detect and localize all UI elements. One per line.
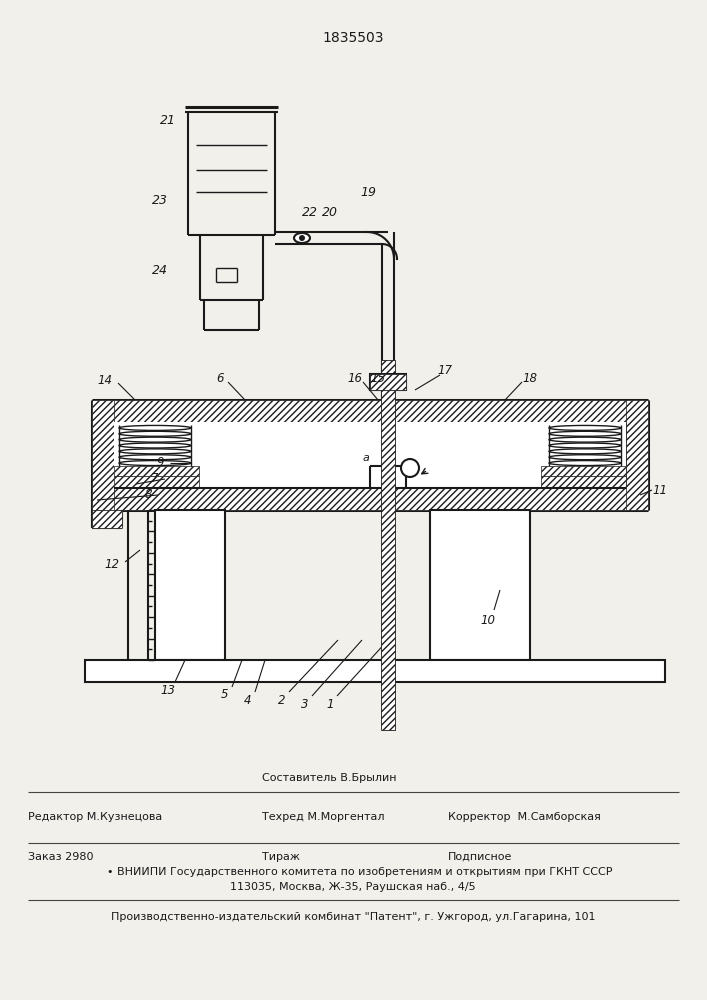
Text: Редактор М.Кузнецова: Редактор М.Кузнецова [28, 812, 162, 822]
Text: Заказ 2980: Заказ 2980 [28, 852, 93, 862]
Text: 18: 18 [522, 371, 537, 384]
Ellipse shape [294, 233, 310, 243]
Bar [626, 400, 648, 510]
Text: 7: 7 [151, 473, 159, 486]
Text: 9: 9 [156, 456, 164, 470]
Text: 13: 13 [160, 684, 175, 696]
Text: • ВНИИПИ Государственного комитета по изобретениям и открытиям при ГКНТ СССР: • ВНИИПИ Государственного комитета по из… [93, 867, 613, 877]
Text: 16: 16 [348, 371, 363, 384]
Bar [381, 360, 395, 730]
Text: Подписное: Подписное [448, 852, 513, 862]
Text: 19: 19 [360, 186, 376, 198]
Text: a: a [363, 453, 370, 463]
Bar [114, 422, 626, 488]
Text: Корректор  М.Самборская: Корректор М.Самборская [448, 812, 601, 822]
Circle shape [401, 459, 419, 477]
Circle shape [299, 235, 305, 241]
Text: 1835503: 1835503 [322, 31, 384, 45]
Bar [92, 400, 114, 510]
Text: 12: 12 [105, 558, 119, 572]
Text: 21: 21 [160, 113, 176, 126]
Text: 4: 4 [244, 694, 252, 706]
Text: 5: 5 [221, 688, 229, 702]
Text: 113035, Москва, Ж-35, Раушская наб., 4/5: 113035, Москва, Ж-35, Раушская наб., 4/5 [230, 882, 476, 892]
Text: 6: 6 [216, 371, 223, 384]
Text: 10: 10 [481, 613, 496, 626]
Bar [114, 476, 199, 488]
Text: Тираж: Тираж [262, 852, 300, 862]
Bar [370, 374, 406, 390]
Text: 22: 22 [302, 206, 318, 219]
Text: 23: 23 [152, 194, 168, 207]
Text: 1: 1 [326, 698, 334, 710]
Bar [370, 374, 406, 390]
Bar [92, 510, 122, 528]
Text: 8: 8 [144, 488, 152, 502]
Bar [541, 476, 626, 488]
Text: 14: 14 [98, 373, 112, 386]
Bar [92, 488, 648, 510]
Text: Составитель В.Брылин: Составитель В.Брылин [262, 773, 397, 783]
Bar [85, 660, 665, 682]
Text: 2: 2 [279, 694, 286, 706]
Text: 15: 15 [370, 371, 385, 384]
Bar [114, 466, 199, 476]
Text: 11: 11 [653, 484, 667, 496]
Bar [541, 466, 626, 476]
Bar [92, 400, 648, 422]
Text: Техред М.Моргентал: Техред М.Моргентал [262, 812, 385, 822]
Text: 24: 24 [152, 263, 168, 276]
Text: Производственно-издательский комбинат "Патент", г. Ужгород, ул.Гагарина, 101: Производственно-издательский комбинат "П… [111, 912, 595, 922]
Text: 20: 20 [322, 206, 338, 219]
Bar [155, 510, 225, 660]
Text: 3: 3 [301, 698, 309, 710]
Bar [430, 510, 530, 660]
Text: 17: 17 [438, 363, 452, 376]
